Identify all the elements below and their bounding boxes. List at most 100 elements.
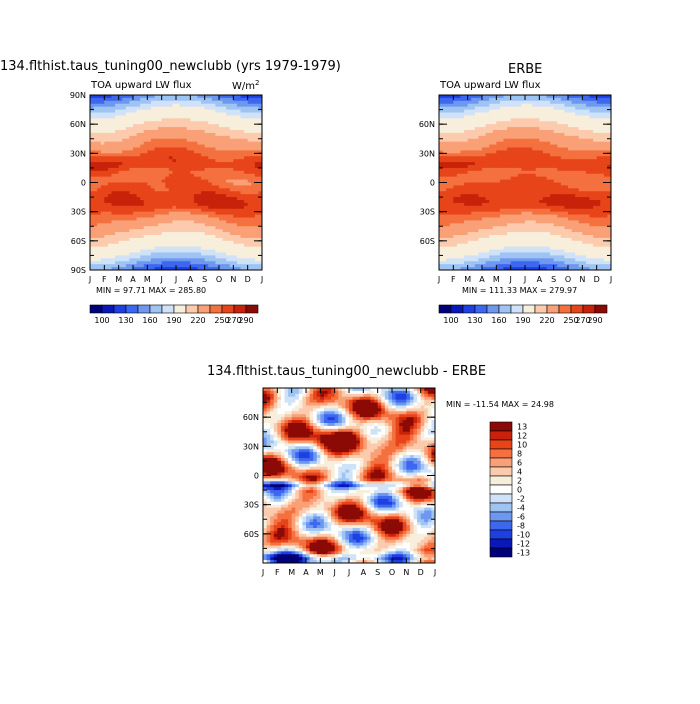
model-cell [144, 168, 148, 171]
obs-cell [478, 171, 482, 174]
model-cell [104, 232, 108, 235]
obs-cell [511, 98, 515, 101]
obs-cell [511, 107, 515, 110]
model-cell [115, 191, 119, 194]
model-cell [208, 156, 212, 159]
obs-cell [582, 212, 586, 215]
model-cell [140, 115, 144, 118]
model-cell [133, 200, 137, 203]
model-cell [140, 133, 144, 136]
model-cell [208, 203, 212, 206]
model-cell [248, 133, 252, 136]
obs-cell [493, 115, 497, 118]
model-cell [108, 113, 112, 116]
model-cell [194, 159, 198, 162]
obs-cell [564, 159, 568, 162]
model-cell [126, 206, 130, 209]
obs-cell [564, 136, 568, 139]
model-cell [162, 165, 166, 168]
obs-cell [593, 171, 597, 174]
model-cell [169, 188, 173, 191]
model-cell [155, 101, 159, 104]
model-cell [226, 264, 230, 267]
obs-cell [439, 168, 443, 171]
model-cell [251, 148, 255, 151]
obs-cell [575, 203, 579, 206]
obs-cell [532, 121, 536, 124]
model-cell [112, 133, 116, 136]
model-cell [201, 247, 205, 250]
model-cell [169, 148, 173, 151]
obs-cell [564, 124, 568, 127]
model-cell [251, 118, 255, 121]
model-cell [226, 124, 230, 127]
model-cell [251, 101, 255, 104]
model-cell [101, 171, 105, 174]
obs-cell [443, 191, 447, 194]
model-cell [137, 188, 141, 191]
model-cell [101, 258, 105, 261]
model-cell [201, 238, 205, 241]
model-cell [248, 197, 252, 200]
obs-cell [500, 113, 504, 116]
model-cell [158, 153, 162, 156]
model-cell [165, 255, 169, 258]
model-cell [205, 209, 209, 212]
model-cell [233, 241, 237, 244]
obs-cell [539, 113, 543, 116]
model-cell [194, 133, 198, 136]
obs-cell [536, 110, 540, 113]
model-cell [97, 255, 101, 258]
obs-cell [532, 124, 536, 127]
obs-cell [547, 191, 551, 194]
model-cell [251, 212, 255, 215]
model-cell [230, 174, 234, 177]
obs-cell [450, 183, 454, 186]
model-cell [190, 238, 194, 241]
model-cell [223, 255, 227, 258]
obs-cell [482, 110, 486, 113]
model-cell [162, 261, 166, 264]
model-cell [126, 188, 130, 191]
obs-cell [439, 156, 443, 159]
obs-cell [504, 183, 508, 186]
model-cell [180, 200, 184, 203]
model-cell [219, 255, 223, 258]
obs-cell [521, 200, 525, 203]
model-cell [198, 223, 202, 226]
model-cell [183, 264, 187, 267]
obs-cell [582, 156, 586, 159]
model-cell [162, 197, 166, 200]
obs-cell [586, 110, 590, 113]
model-cell [237, 133, 241, 136]
model-y-label: 60S [71, 237, 86, 246]
obs-cell [514, 127, 518, 130]
model-cell [244, 185, 248, 188]
model-colorbar-swatch [198, 305, 210, 313]
obs-cell [564, 180, 568, 183]
model-cell [219, 165, 223, 168]
model-cell [151, 212, 155, 215]
model-cell [176, 238, 180, 241]
obs-cell [561, 121, 565, 124]
model-cell [162, 168, 166, 171]
obs-cell [579, 153, 583, 156]
obs-cell [461, 200, 465, 203]
obs-cell [547, 197, 551, 200]
model-cell [133, 185, 137, 188]
model-cell [190, 226, 194, 229]
model-cell [226, 171, 230, 174]
obs-cell [543, 185, 547, 188]
model-cell [147, 127, 151, 130]
obs-cell [489, 197, 493, 200]
obs-cell [525, 162, 529, 165]
model-cell [212, 104, 216, 107]
model-cell [215, 191, 219, 194]
model-cell [147, 104, 151, 107]
obs-cell [461, 136, 465, 139]
model-cell [201, 177, 205, 180]
model-cell [180, 194, 184, 197]
model-cell [198, 261, 202, 264]
model-cell [144, 104, 148, 107]
model-cell [190, 162, 194, 165]
